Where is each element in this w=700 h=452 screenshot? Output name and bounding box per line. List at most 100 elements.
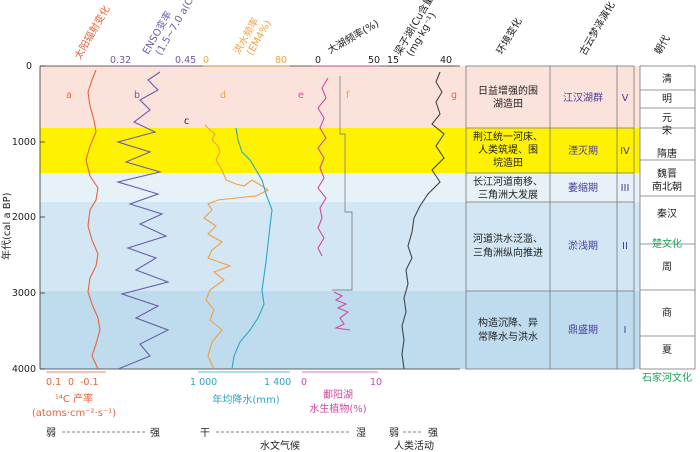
stage-i-numeral: I — [624, 325, 627, 336]
precip-tick-2: 1 400 — [264, 377, 291, 388]
header-env: 环境变化 — [493, 15, 524, 56]
header-yunmeng: 古云梦泽演化 — [576, 0, 617, 58]
y-tick-0: 0 — [26, 61, 32, 72]
stage-v: 日益增强的围 湖造田 江汉湖群 V — [478, 84, 629, 110]
poyang-tick-2: 10 — [370, 377, 382, 388]
dynasty-zhou: 周 — [662, 261, 672, 273]
c14-tick-1: 0.1 — [46, 377, 61, 388]
band-stage-iii — [40, 173, 640, 202]
stage-i: 构造沉降、异 常降水与洪水 鼎盛期 I — [478, 316, 626, 343]
stage-ii-name: 淤浅期 — [568, 239, 598, 252]
letter-e: e — [298, 90, 304, 101]
period-bands — [40, 66, 640, 369]
stage-iv-env-3: 垸造田 — [493, 156, 523, 169]
stage-v-numeral: V — [622, 93, 629, 104]
y-axis: 年代(cal a BP) 0 1000 2000 3000 4000 — [0, 61, 45, 375]
enso-tick-min: 0.32 — [110, 55, 131, 66]
lake-tick-min: 0 — [315, 55, 321, 66]
stage-iii-name: 萎缩期 — [568, 181, 598, 194]
c14-tick-3: -0.1 — [80, 377, 99, 388]
cu-tick-min: 15 — [387, 55, 399, 66]
letter-c: c — [184, 116, 189, 127]
dynasty-shang: 商 — [662, 306, 672, 319]
enso-tick-max: 0.45 — [175, 55, 196, 66]
dynasty-xia: 夏 — [662, 344, 672, 356]
poyang-label-2: 水生植物(%) — [309, 402, 366, 415]
dynasty-qinhan: 秦汉 — [657, 207, 677, 220]
flood-tick-max: 80 — [275, 55, 287, 66]
stage-ii-numeral: II — [622, 241, 628, 252]
letter-d: d — [220, 90, 226, 101]
dynasty-weijin: 魏晋 — [657, 167, 677, 180]
footer-hydro: 水文气候 — [260, 439, 300, 452]
stage-iv-name: 湮灭期 — [568, 145, 598, 157]
letter-f: f — [346, 90, 350, 101]
stage-iv-env-1: 荆江统一河床、 — [473, 130, 543, 143]
footer-wet: 湿 — [356, 427, 366, 439]
column-headers: 太阳辐射变化 ENSO变率 (1.5~7.0 a(C) 洪水频率 (EM4%) … — [71, 0, 672, 62]
flood-curve — [203, 124, 270, 370]
y-axis-label: 年代(cal a BP) — [0, 192, 13, 260]
dynasty-yuan: 元 — [662, 113, 672, 124]
stage-iii-numeral: III — [621, 183, 630, 194]
footer-weak-2: 弱 — [389, 427, 399, 439]
stage-iv: 荆江统一河床、 人类筑堤、围 垸造田 湮灭期 IV — [473, 130, 630, 169]
y-tick-2000: 2000 — [12, 212, 36, 223]
dynasty-column: 清 明 元 宋 隋唐 魏晋 南北朝 秦汉 楚文化 周 商 夏 石家河文化 — [642, 72, 692, 384]
enso-curve — [115, 71, 170, 370]
curves — [85, 69, 445, 370]
c14-label-1: ¹⁴C 产率 — [55, 392, 93, 405]
solar-curve — [85, 69, 101, 370]
culture-shijiahe: 石家河文化 — [642, 371, 692, 384]
y-tick-3000: 3000 — [12, 288, 36, 299]
y-tick-4000: 4000 — [12, 364, 36, 375]
header-solar: 太阳辐射变化 — [71, 3, 112, 61]
stage-table: 日益增强的围 湖造田 江汉湖群 V 荆江统一河床、 人类筑堤、围 垸造田 湮灭期… — [465, 65, 696, 384]
stage-v-env-2: 湖造田 — [493, 97, 523, 110]
c14-tick-2: 0 — [68, 377, 74, 388]
poyang-label-1: 鄱阳湖 — [323, 388, 353, 401]
stage-ii-env-1: 河道洪水泛滥、 — [473, 232, 543, 245]
footer-weak-1: 弱 — [46, 427, 56, 439]
stage-iii: 长江河道南移、 三角洲大发展 萎缩期 III — [473, 175, 629, 201]
stage-i-env-2: 常降水与洪水 — [478, 330, 538, 343]
lake-tick-max: 50 — [368, 55, 380, 66]
axes — [39, 65, 460, 370]
stage-ii: 河道洪水泛滥、 三角洲纵向推进 淤浅期 II — [473, 232, 628, 259]
y-tick-1000: 1000 — [12, 137, 36, 148]
precip-curve — [231, 127, 273, 370]
dynasty-ming: 明 — [662, 93, 672, 105]
dynasty-qing: 清 — [662, 72, 672, 85]
poyang-curve — [333, 291, 351, 331]
letter-a: a — [66, 90, 72, 101]
stage-i-name: 鼎盛期 — [568, 323, 598, 336]
footer-strong-2: 强 — [428, 427, 438, 439]
dynasty-song: 宋 — [662, 124, 672, 137]
curve-letters: a b c d e f g — [66, 90, 457, 127]
flood-tick-min: 0 — [203, 55, 209, 66]
stage-iii-env-2: 三角洲大发展 — [478, 188, 538, 201]
footer-human: 人类活动 — [394, 439, 434, 452]
culture-chu: 楚文化 — [652, 237, 682, 250]
stage-i-env-1: 构造沉降、异 — [478, 316, 538, 329]
footer-strong-1: 强 — [150, 427, 160, 439]
dynasty-nanbeichao: 南北朝 — [652, 180, 682, 193]
stage-iv-env-2: 人类筑堤、围 — [478, 143, 538, 156]
top-ticks: 0.32 0.45 0 80 0 50 15 40 — [110, 55, 452, 66]
footer-gradients: 弱 强 干 湿 水文气候 弱 强 人类活动 — [46, 427, 438, 452]
letter-b: b — [134, 90, 140, 101]
precip-tick-1: 1 000 — [190, 377, 217, 388]
cu-curve — [401, 71, 445, 370]
letter-g: g — [451, 90, 457, 101]
precip-label: 年均降水(mm) — [212, 393, 279, 406]
lake-curve — [317, 77, 329, 257]
lake-step — [332, 76, 353, 291]
stage-v-name: 江汉湖群 — [563, 91, 603, 104]
cu-tick-max: 40 — [440, 55, 452, 66]
stage-ii-env-2: 三角洲纵向推进 — [473, 246, 543, 259]
band-stage-i — [40, 291, 640, 369]
stage-v-env-1: 日益增强的围 — [478, 84, 538, 97]
header-dynasty: 朝代 — [652, 33, 672, 56]
footer-dry: 干 — [200, 428, 210, 439]
